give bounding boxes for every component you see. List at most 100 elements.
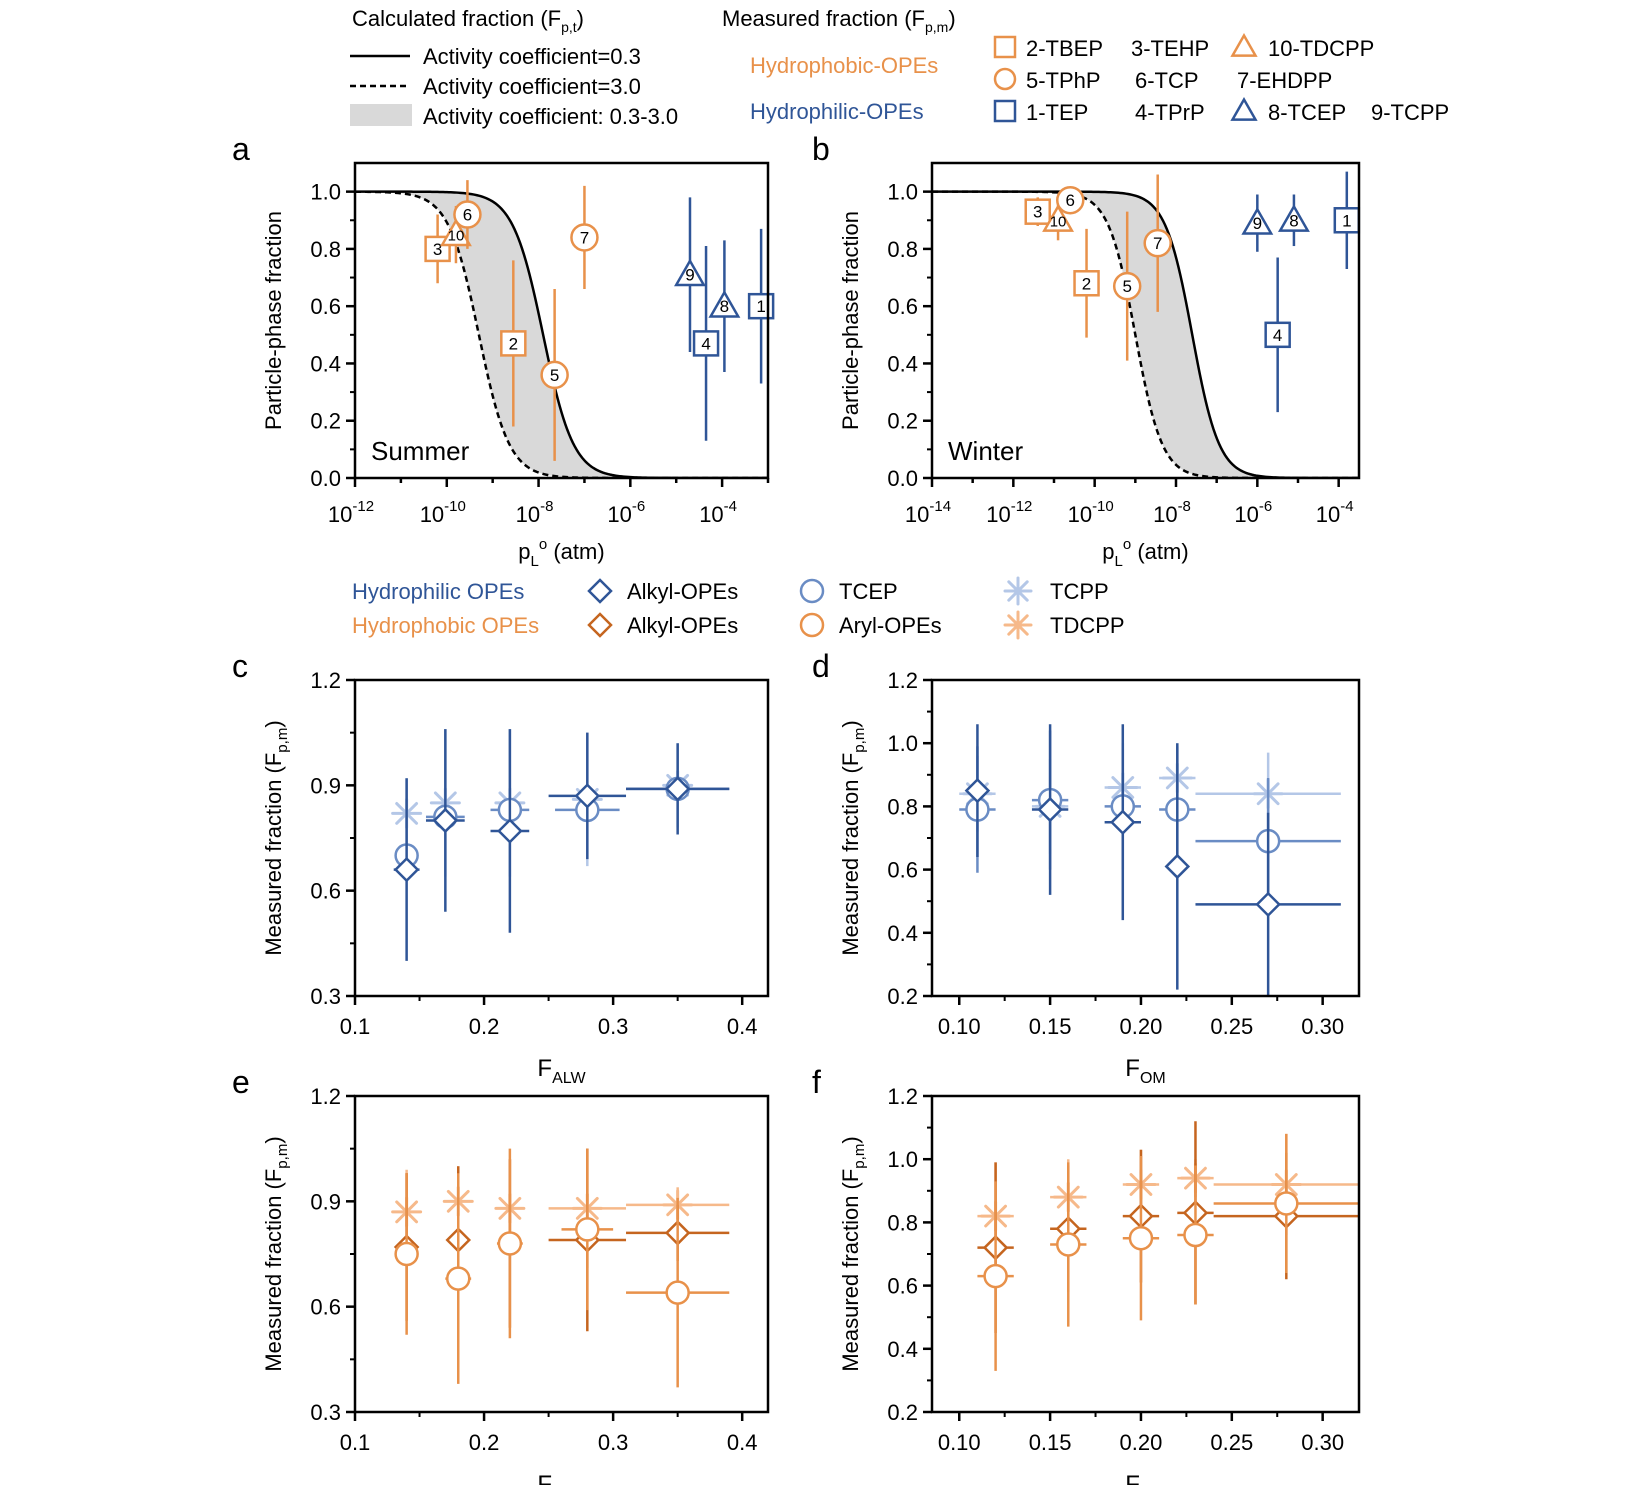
legend-entry-label: 9-TCPP bbox=[1371, 100, 1449, 125]
legend-hydrophobic-label: Hydrophobic-OPEs bbox=[750, 53, 938, 78]
panel-f: f 0.2 0.4 0.6 0.8 1.0 1.2 0.10 0.15 0.20 0.25 0.30 F… bbox=[812, 1064, 1361, 1485]
data-point-circle bbox=[983, 1263, 1008, 1289]
x-tick-base: 10 bbox=[516, 502, 540, 527]
x-tick-label: 10-4 bbox=[699, 498, 737, 527]
legend-mid-entry-label: Alkyl-OPEs bbox=[627, 579, 738, 604]
legend-mid: Hydrophilic OPEs Hydrophobic OPEs Alkyl-OP… bbox=[352, 576, 1125, 640]
y-axis-title: Measured fraction (Fp,m) bbox=[261, 720, 291, 955]
series-TDCPP bbox=[977, 1133, 1359, 1270]
activity-band bbox=[355, 191, 768, 478]
season-label: Summer bbox=[371, 436, 470, 466]
data-point-label: 7 bbox=[580, 228, 589, 247]
data-point-circle bbox=[1183, 1222, 1208, 1248]
data-point-circle bbox=[1056, 185, 1085, 215]
data-point-square bbox=[500, 330, 527, 357]
legend-dashed-label: Activity coefficient=3.0 bbox=[423, 74, 641, 99]
data-point-square bbox=[1073, 270, 1100, 297]
data-point-label: 10 bbox=[448, 228, 465, 245]
x-tick-label: 0.20 bbox=[1120, 1014, 1163, 1039]
panel-c: c 0.3 0.6 0.9 1.2 0.1 0.2 0.3 0.4 FALW Measured fr… bbox=[232, 648, 770, 1087]
legend-entry-label: 3-TEHP bbox=[1131, 36, 1209, 61]
y-tick-label: 0.2 bbox=[887, 409, 918, 434]
x-tick-base: 10 bbox=[986, 502, 1010, 527]
plot-frame bbox=[353, 678, 770, 998]
y-tick-label: 1.0 bbox=[310, 180, 341, 205]
legend-entry-label: 10-TDCPP bbox=[1268, 36, 1374, 61]
legend-hydrophilic-label: Hydrophilic-OPEs bbox=[750, 99, 924, 124]
x-tick-label: 0.15 bbox=[1029, 1014, 1072, 1039]
data-point-circle bbox=[570, 223, 599, 252]
legend-band-swatch bbox=[350, 104, 412, 126]
series-TCPP bbox=[959, 743, 1341, 854]
y-tick-label: 0.8 bbox=[887, 237, 918, 262]
x-tick-base: 10 bbox=[1068, 502, 1092, 527]
legend-entry-label: 8-TCEP bbox=[1268, 100, 1346, 125]
y-axis-title-text: Measured fraction (F bbox=[261, 753, 286, 956]
y-axis-title-close: ) bbox=[838, 720, 863, 727]
y-tick-label: 0.6 bbox=[887, 858, 918, 883]
y-tick-label: 1.0 bbox=[887, 180, 918, 205]
x-tick-label: 10-10 bbox=[420, 498, 466, 527]
series-Alkyl-OPEs bbox=[964, 724, 1341, 996]
x-axis-title-sup: o bbox=[1123, 536, 1131, 553]
y-tick-label: 0.2 bbox=[310, 409, 341, 434]
legend-mid-diamond-icon bbox=[587, 612, 613, 638]
x-axis-title: FALW bbox=[537, 1055, 586, 1087]
data-point-circle bbox=[497, 1231, 523, 1256]
legend-marker-circle-icon bbox=[993, 67, 1017, 91]
legend-entry-label: 4-TPrP bbox=[1135, 100, 1205, 125]
x-tick-label: 10-6 bbox=[1234, 498, 1272, 527]
x-tick-label: 0.2 bbox=[469, 1430, 500, 1455]
x-tick-label: 10-8 bbox=[516, 498, 554, 527]
x-tick-label: 10-14 bbox=[905, 498, 951, 527]
x-axis-title-sup: o bbox=[539, 536, 547, 553]
x-axis-title-unit: (atm) bbox=[547, 539, 604, 564]
x-axis-title-text: p bbox=[1102, 539, 1114, 564]
data-point-square bbox=[1024, 198, 1051, 225]
x-tick-label: 10-10 bbox=[1068, 498, 1114, 527]
x-tick-base: 10 bbox=[607, 502, 631, 527]
legend-entry-label: 6-TCP bbox=[1135, 68, 1199, 93]
legend-entry-label: 5-TPhP bbox=[1026, 68, 1101, 93]
y-tick-label: 1.2 bbox=[887, 1084, 918, 1109]
y-tick-label: 1.2 bbox=[887, 668, 918, 693]
x-axis-title-text: F bbox=[537, 1055, 552, 1082]
y-tick-label: 1.2 bbox=[310, 1084, 341, 1109]
y-axis-title: Particle-phase fraction bbox=[261, 211, 286, 430]
data-point-label: 10 bbox=[1050, 213, 1067, 230]
legend-marker-triangle-icon bbox=[1230, 32, 1258, 57]
x-axis-title-text: F bbox=[1125, 1055, 1140, 1082]
data-point-label: 3 bbox=[433, 240, 442, 259]
data-point-label: 2 bbox=[1082, 274, 1091, 293]
legend-calc-title-text: Calculated fraction (F bbox=[352, 6, 561, 31]
series-Aryl-OPEs bbox=[977, 1133, 1359, 1371]
y-axis-title-sub: p,m bbox=[851, 728, 868, 753]
x-tick-exponent: -4 bbox=[1340, 498, 1353, 515]
data-point-label: 4 bbox=[1273, 326, 1282, 345]
data-point-circle bbox=[540, 360, 569, 390]
legend-marker-triangle-icon bbox=[1230, 96, 1258, 121]
y-tick-label: 0.4 bbox=[887, 1337, 918, 1362]
x-tick-base: 10 bbox=[699, 502, 723, 527]
data-point-label: 5 bbox=[1122, 277, 1131, 296]
legend-mid-hydrophilic-label: Hydrophilic OPEs bbox=[352, 579, 524, 604]
y-tick-label: 1.0 bbox=[887, 731, 918, 756]
legend-mid-entry-label: TDCPP bbox=[1050, 613, 1125, 638]
legend-mid-entry-label: TCPP bbox=[1050, 579, 1109, 604]
panel-letter: d bbox=[812, 648, 830, 684]
data-point-circle bbox=[446, 1266, 471, 1291]
y-tick-label: 0.6 bbox=[887, 294, 918, 319]
x-tick-exponent: -8 bbox=[1178, 498, 1191, 515]
panel-d: d 0.2 0.4 0.6 0.8 1.0 1.2 0.10 0.15 0.20 0.25 0.30 F… bbox=[812, 648, 1361, 1087]
y-tick-label: 0.6 bbox=[310, 294, 341, 319]
x-tick-label: 10-12 bbox=[986, 498, 1032, 527]
series-Alkyl-OPEs bbox=[977, 1121, 1359, 1333]
y-tick-label: 0.6 bbox=[310, 1295, 341, 1320]
x-tick-label: 0.30 bbox=[1301, 1014, 1344, 1039]
y-axis-title-sub: p,m bbox=[274, 728, 291, 753]
plot-frame bbox=[353, 161, 770, 480]
x-tick-label: 0.25 bbox=[1210, 1014, 1253, 1039]
legend-meas-title-sub: p,m bbox=[925, 19, 948, 35]
